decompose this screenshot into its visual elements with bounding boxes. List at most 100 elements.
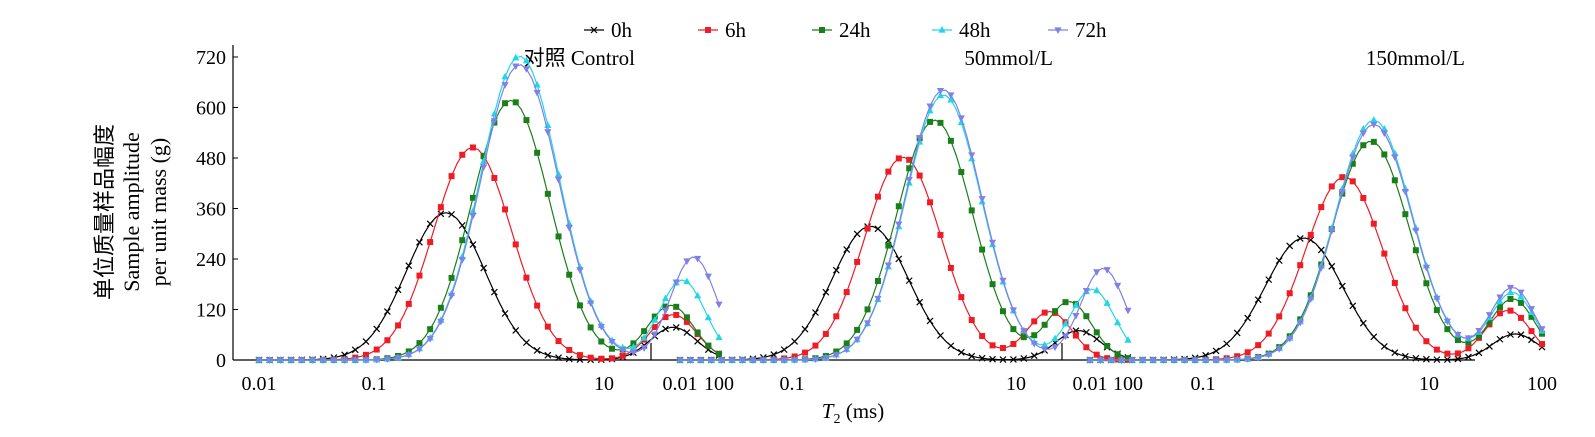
point-p1-24h-60 <box>576 302 583 309</box>
point-p1-0h-82-b <box>694 337 702 345</box>
point-p3-24h-80 <box>1507 295 1514 302</box>
point-p2-0h-46-b <box>916 298 924 306</box>
point-p2-0h-56 <box>968 352 976 360</box>
x-tick-label-p1-0.1: 0.1 <box>362 373 387 395</box>
point-p3-0h-44-b <box>1317 246 1325 254</box>
point-p3-72h-42 <box>1307 296 1315 303</box>
point-p2-6h-58 <box>979 333 986 340</box>
point-p3-0h-28-b <box>1233 329 1241 337</box>
point-p2-72h-38 <box>874 295 882 303</box>
point-p3-0h-34 <box>1265 276 1273 284</box>
point-p2-72h-0 <box>676 357 684 364</box>
point-p2-0h-44 <box>905 277 913 285</box>
point-p1-6h-50 <box>523 274 530 281</box>
point-p1-48h-72 <box>640 333 648 341</box>
point-p1-6h-78 <box>673 311 680 318</box>
point-p3-72h-44 <box>1317 265 1325 272</box>
point-p2-6h-70 <box>1041 309 1048 316</box>
point-p2-0h-22-b <box>791 338 799 345</box>
point-p3-6h-70 <box>1454 350 1461 357</box>
point-p2-72h-68 <box>1030 340 1038 348</box>
point-p1-72h-86 <box>715 301 723 309</box>
point-p3-24h-86 <box>1539 330 1545 337</box>
point-p3-24h-50 <box>1349 160 1356 167</box>
point-p3-24h-56 <box>1381 151 1388 158</box>
point-p3-0h-70-b <box>1454 355 1462 363</box>
point-p2-6h-34 <box>854 258 861 265</box>
point-p1-0h-38 <box>458 221 466 229</box>
point-p1-72h-50 <box>522 66 531 73</box>
legend-label-24h: 24h <box>839 18 871 42</box>
point-p3-6h-32 <box>1255 342 1262 349</box>
point-p3-72h-6 <box>1117 357 1126 364</box>
point-p2-6h-60 <box>989 342 996 349</box>
point-p2-48h-52 <box>947 95 955 103</box>
point-p3-0h-72 <box>1464 353 1472 361</box>
point-p1-0h-28 <box>405 262 413 270</box>
y-tick-label-240: 240 <box>196 249 226 271</box>
point-p1-6h-80 <box>683 318 690 325</box>
legend-item-72h: 72h <box>1048 18 1107 42</box>
point-p3-6h-46 <box>1328 183 1335 190</box>
x-tick-label-p2-10: 10 <box>1006 373 1026 395</box>
point-p3-0h-32 <box>1254 296 1262 304</box>
point-p3-0h-48-b <box>1338 282 1346 290</box>
x-tick-label-p1-0.01: 0.01 <box>242 373 277 395</box>
point-p1-24h-48 <box>512 99 519 106</box>
legend-marker-6h <box>705 27 711 33</box>
point-p1-6h-62 <box>587 354 594 361</box>
point-p2-24h-56 <box>968 207 975 214</box>
point-p1-72h-30 <box>415 346 424 353</box>
point-p2-72h-10 <box>728 357 736 364</box>
point-p2-0h-26 <box>812 309 819 316</box>
point-p2-48h-86 <box>1124 336 1132 343</box>
point-p2-0h-32 <box>843 246 851 253</box>
point-p1-72h-60 <box>576 267 584 274</box>
point-p1-0h-56 <box>555 354 562 362</box>
point-p2-0h-48 <box>926 317 934 325</box>
point-p2-6h-46 <box>916 172 923 179</box>
point-p1-72h-32 <box>426 335 434 343</box>
point-p2-0h-80-b <box>1093 335 1101 343</box>
point-p1-24h-42 <box>480 153 487 160</box>
series-line-p3-72h <box>1090 123 1543 361</box>
point-p2-0h-60-b <box>989 355 996 363</box>
point-p3-0h-26-b <box>1223 340 1231 348</box>
point-p3-6h-60 <box>1402 305 1409 312</box>
x-tick-label-p3-0.1: 0.1 <box>1191 373 1216 395</box>
point-p3-0h-40-b <box>1296 235 1304 242</box>
point-p3-72h-14 <box>1159 357 1168 364</box>
point-p2-72h-54 <box>957 115 965 122</box>
point-p1-0h-44-b <box>490 288 498 296</box>
point-p1-48h-76 <box>661 294 670 302</box>
point-p1-24h-40 <box>469 194 476 201</box>
point-p1-0h-36-b <box>448 210 455 218</box>
point-p1-24h-50 <box>523 117 530 124</box>
y-tick-label-120: 120 <box>196 300 226 322</box>
point-p2-72h-50 <box>936 88 945 95</box>
point-p1-0h-42 <box>480 264 488 272</box>
point-p3-24h-64 <box>1423 280 1430 287</box>
point-p1-0h-48-b <box>512 327 520 334</box>
point-p1-72h-56 <box>554 176 563 184</box>
point-p2-0h-66-b <box>1020 355 1028 362</box>
point-p1-6h-44 <box>491 174 498 181</box>
point-p3-6h-58 <box>1391 279 1398 286</box>
series-line-p2-72h <box>680 89 1129 361</box>
y-axis-label-line-1: 单位质量样品幅度 <box>92 124 117 300</box>
point-p1-0h-42-b <box>480 264 488 272</box>
point-p2-72h-18 <box>770 357 778 364</box>
point-p2-24h-54 <box>958 169 965 176</box>
point-p3-6h-30 <box>1244 349 1251 356</box>
legend-item-24h: 24h <box>812 18 871 42</box>
point-p3-72h-70 <box>1454 332 1462 339</box>
x-axis-label-subscript: 2 <box>833 412 840 427</box>
point-p2-72h-28 <box>822 355 830 362</box>
point-p1-72h-38 <box>458 257 466 264</box>
point-p1-72h-82 <box>694 255 702 263</box>
point-p3-6h-72 <box>1465 345 1472 352</box>
point-p3-72h-18 <box>1181 357 1189 364</box>
point-p3-24h-52 <box>1360 142 1367 149</box>
point-p1-0h-40 <box>469 241 477 248</box>
point-p2-72h-6 <box>707 357 715 364</box>
